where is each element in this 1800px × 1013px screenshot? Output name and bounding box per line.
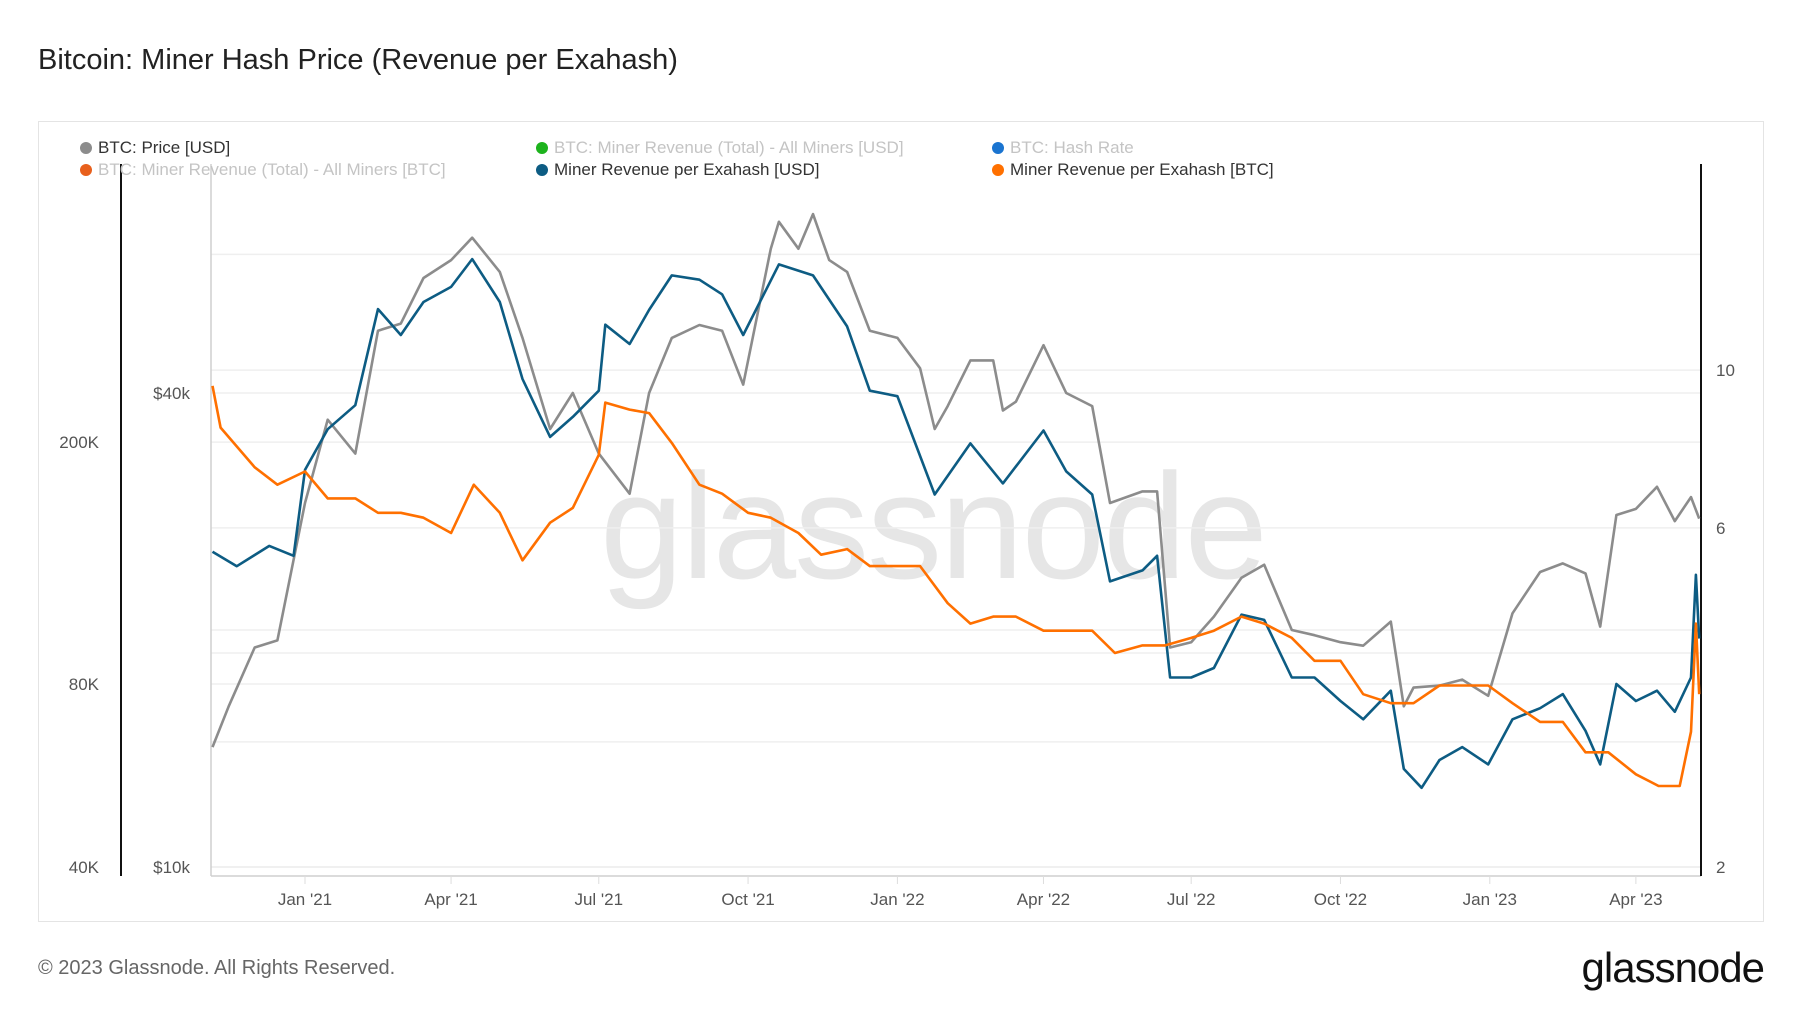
chart-container bbox=[38, 121, 1764, 922]
legend-item[interactable]: BTC: Miner Revenue (Total) - All Miners … bbox=[80, 160, 446, 180]
price-axis-tick-label: $10k bbox=[153, 858, 190, 877]
x-axis-tick-label: Jan '21 bbox=[278, 890, 332, 909]
legend-label: BTC: Miner Revenue (Total) - All Miners … bbox=[554, 138, 904, 157]
usd-axis-tick-label: 200K bbox=[59, 433, 99, 452]
x-axis-tick-label: Jan '22 bbox=[870, 890, 924, 909]
x-axis-tick-label: Apr '22 bbox=[1017, 890, 1070, 909]
price-axis-tick-label: $40k bbox=[153, 384, 190, 403]
legend-dot-icon bbox=[536, 142, 548, 154]
x-axis-tick-label: Jan '23 bbox=[1463, 890, 1517, 909]
copyright-footer: © 2023 Glassnode. All Rights Reserved. bbox=[38, 957, 396, 979]
x-axis-tick-label: Jul '22 bbox=[1167, 890, 1216, 909]
legend-dot-icon bbox=[80, 142, 92, 154]
glassnode-logo: glassnode bbox=[1581, 944, 1765, 991]
legend-item[interactable]: Miner Revenue per Exahash [USD] bbox=[536, 160, 820, 180]
legend-item[interactable]: BTC: Price [USD] bbox=[80, 138, 230, 158]
series-line-miner-revenue-per-exahash-btc bbox=[211, 385, 1701, 788]
legend-label: Miner Revenue per Exahash [BTC] bbox=[1010, 160, 1274, 179]
series-line-miner-revenue-per-exahash-usd bbox=[211, 257, 1701, 790]
x-axis-tick-label: Apr '23 bbox=[1609, 890, 1662, 909]
btc-axis-tick-label: 10 bbox=[1716, 361, 1735, 380]
x-axis-tick-label: Oct '21 bbox=[721, 890, 774, 909]
btc-axis-tick-label: 6 bbox=[1716, 519, 1725, 538]
legend-item[interactable]: BTC: Miner Revenue (Total) - All Miners … bbox=[536, 138, 904, 158]
legend-dot-icon bbox=[992, 142, 1004, 154]
legend-item[interactable]: Miner Revenue per Exahash [BTC] bbox=[992, 160, 1274, 180]
legend-dot-icon bbox=[992, 164, 1004, 176]
legend-label: BTC: Hash Rate bbox=[1010, 138, 1134, 157]
chart-title: Bitcoin: Miner Hash Price (Revenue per E… bbox=[38, 44, 678, 76]
legend-label: BTC: Price [USD] bbox=[98, 138, 231, 157]
x-axis-tick-label: Oct '22 bbox=[1314, 890, 1367, 909]
x-axis-tick-label: Apr '21 bbox=[424, 890, 477, 909]
legend-label: Miner Revenue per Exahash [USD] bbox=[554, 160, 820, 179]
watermark: glassnode bbox=[600, 442, 1268, 610]
legend-item[interactable]: BTC: Hash Rate bbox=[992, 138, 1134, 158]
x-axis-tick-label: Jul '21 bbox=[574, 890, 623, 909]
legend-dot-icon bbox=[80, 164, 92, 176]
legend-label: BTC: Miner Revenue (Total) - All Miners … bbox=[98, 160, 446, 179]
btc-axis-tick-label: 2 bbox=[1716, 858, 1725, 877]
usd-axis-tick-label: 40K bbox=[69, 858, 100, 877]
series-line-btc-price-usd bbox=[211, 212, 1701, 748]
usd-axis-tick-label: 80K bbox=[69, 675, 100, 694]
legend-dot-icon bbox=[536, 164, 548, 176]
